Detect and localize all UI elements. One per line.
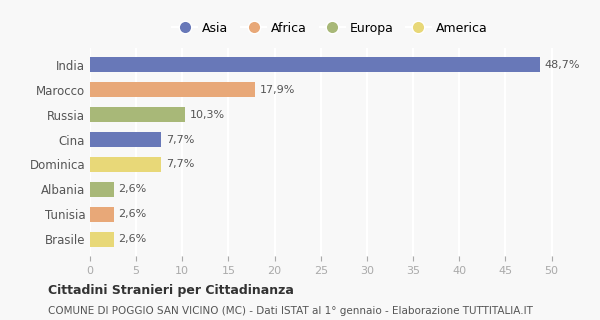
Bar xyxy=(90,157,161,172)
Bar xyxy=(90,232,114,246)
Text: 2,6%: 2,6% xyxy=(119,234,147,244)
Text: 2,6%: 2,6% xyxy=(119,209,147,219)
Legend: Asia, Africa, Europa, America: Asia, Africa, Europa, America xyxy=(167,17,493,40)
Bar xyxy=(90,132,161,147)
Text: 10,3%: 10,3% xyxy=(190,110,225,120)
Bar xyxy=(90,58,539,72)
Text: COMUNE DI POGGIO SAN VICINO (MC) - Dati ISTAT al 1° gennaio - Elaborazione TUTTI: COMUNE DI POGGIO SAN VICINO (MC) - Dati … xyxy=(48,306,533,316)
Bar xyxy=(90,182,114,197)
Text: 48,7%: 48,7% xyxy=(544,60,580,70)
Text: 2,6%: 2,6% xyxy=(119,184,147,194)
Text: 17,9%: 17,9% xyxy=(260,85,295,95)
Text: 7,7%: 7,7% xyxy=(166,134,194,145)
Bar xyxy=(90,107,185,122)
Bar xyxy=(90,82,255,97)
Text: Cittadini Stranieri per Cittadinanza: Cittadini Stranieri per Cittadinanza xyxy=(48,284,294,297)
Text: 7,7%: 7,7% xyxy=(166,159,194,170)
Bar xyxy=(90,207,114,222)
